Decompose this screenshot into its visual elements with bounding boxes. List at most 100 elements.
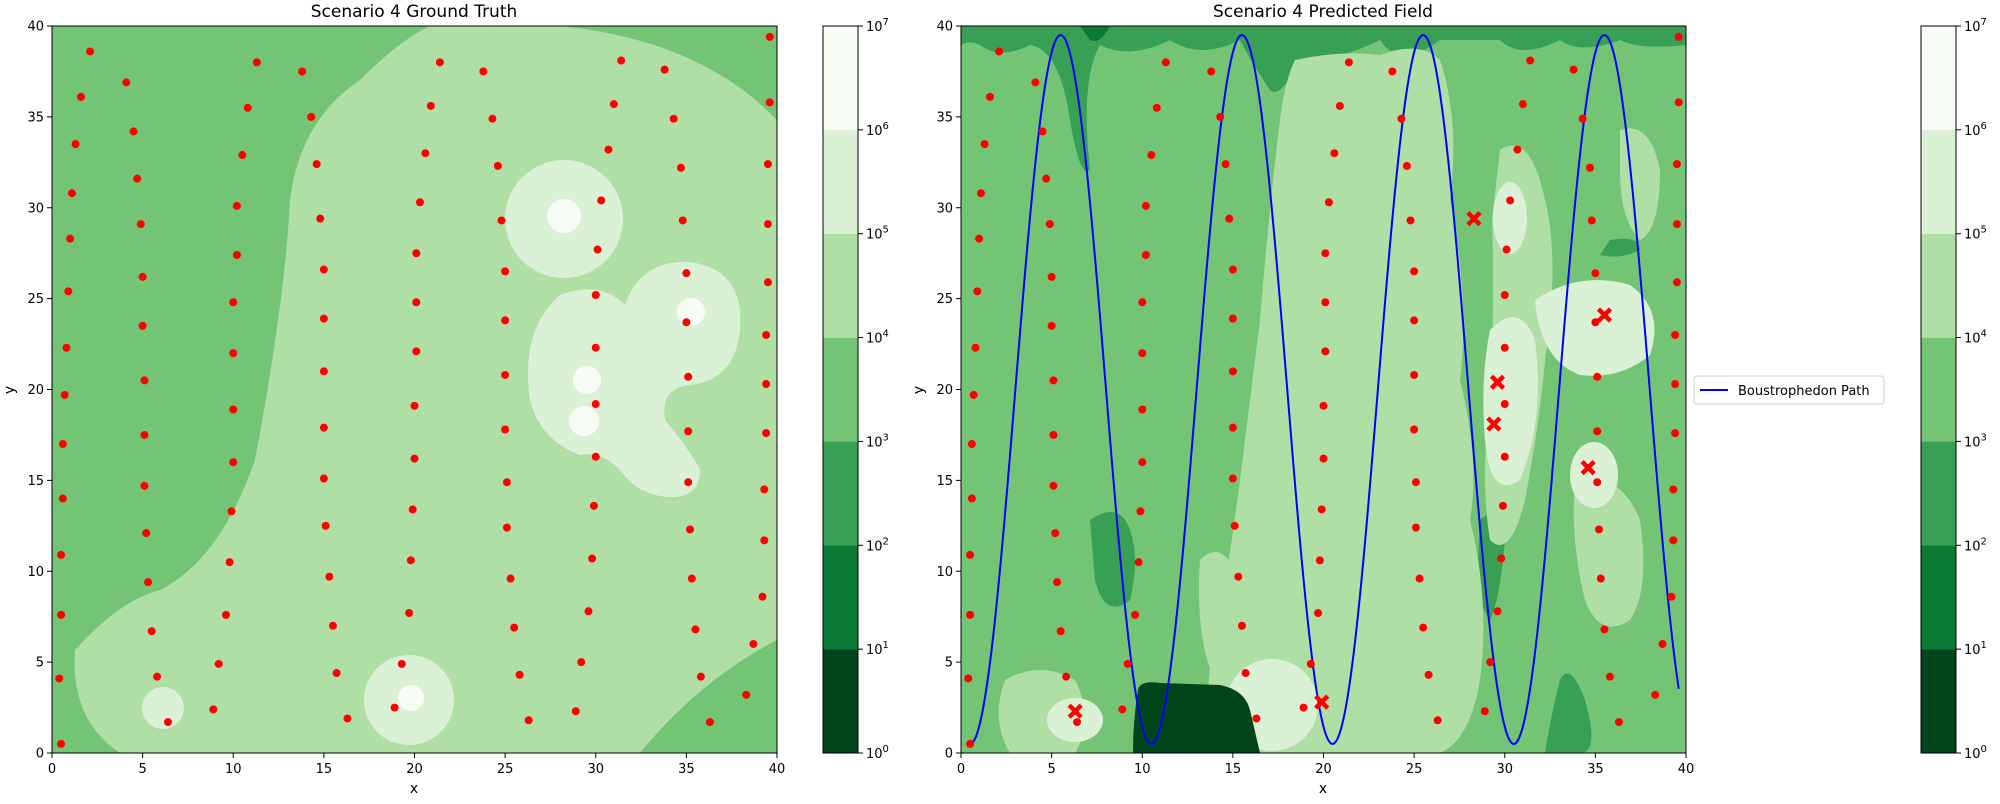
path-sample-point	[1138, 349, 1147, 358]
colorbar-tick-label: 104	[866, 329, 889, 347]
x-tick-label: 20	[406, 762, 423, 777]
x-tick-label: 5	[138, 762, 146, 777]
path-sample-point	[1667, 592, 1676, 601]
legend-label: Boustrophedon Path	[1738, 384, 1870, 399]
ground-truth-colorbar: 100 101 102 103 104 105 106 107	[822, 17, 889, 762]
sample-point	[319, 265, 328, 274]
sample-point	[412, 347, 421, 356]
path-sample-point	[964, 674, 973, 683]
sample-point	[64, 287, 73, 296]
ground-truth-x-ticks: 0 5 10 15 20 25 30 35 40	[48, 753, 785, 777]
x-tick-label: 20	[1315, 762, 1332, 777]
sample-point	[307, 112, 316, 121]
sample-point	[501, 370, 510, 379]
predicted-xlabel: x	[1319, 781, 1327, 797]
path-sample-point	[1593, 478, 1602, 487]
path-sample-point	[1493, 607, 1502, 616]
sample-point	[435, 58, 444, 67]
sample-point	[591, 343, 600, 352]
sample-point	[597, 196, 606, 205]
sample-point	[57, 739, 66, 748]
sample-point	[343, 714, 352, 723]
y-tick-label: 5	[945, 656, 953, 671]
sample-point	[321, 521, 330, 530]
predicted-samples	[964, 32, 1683, 748]
sample-point	[591, 452, 600, 461]
colorbar-tick-label: 103	[866, 432, 889, 450]
path-sample-point	[1406, 216, 1415, 225]
sample-point	[328, 621, 337, 630]
path-sample-point	[1031, 78, 1040, 87]
y-tick-label: 25	[936, 292, 953, 307]
path-sample-point	[1047, 272, 1056, 281]
path-sample-point	[1225, 214, 1234, 223]
path-sample-point	[1237, 621, 1246, 630]
sample-point	[227, 507, 236, 516]
sample-point	[515, 670, 524, 679]
colorbar-band	[823, 441, 858, 546]
colorbar-tick-label: 100	[1964, 744, 1987, 762]
sample-point	[142, 529, 151, 538]
y-tick-label: 0	[945, 747, 953, 762]
sample-point	[229, 349, 238, 358]
colorbar-tick-label: 106	[866, 121, 889, 139]
path-sample-point	[1411, 523, 1420, 532]
colorbar-tick-label: 101	[1964, 640, 1987, 658]
sample-point	[591, 400, 600, 409]
path-sample-point	[969, 390, 978, 399]
path-sample-point	[1591, 269, 1600, 278]
legend: Boustrophedon Path	[1693, 375, 1885, 405]
path-sample-point	[1578, 114, 1587, 123]
path-sample-point	[1207, 67, 1216, 76]
path-sample-point	[1513, 145, 1522, 154]
path-sample-point	[1319, 454, 1328, 463]
path-sample-point	[1526, 56, 1535, 65]
path-sample-point	[1410, 425, 1419, 434]
sample-point	[153, 672, 162, 681]
path-sample-point	[1141, 251, 1150, 260]
sample-point	[742, 690, 751, 699]
sample-point	[705, 718, 714, 727]
x-tick-label: 35	[1587, 762, 1604, 777]
path-sample-point	[1049, 376, 1058, 385]
sample-point	[571, 707, 580, 716]
predicted-source-x-marker	[1486, 416, 1502, 432]
sample-point	[214, 659, 223, 668]
y-tick-label: 20	[936, 383, 953, 398]
sample-point	[164, 718, 172, 727]
path-sample-point	[980, 140, 989, 149]
path-sample-point	[1136, 507, 1145, 516]
sample-point	[58, 494, 67, 503]
path-sample-point	[1415, 574, 1424, 583]
contour-band-1e3-corner	[640, 640, 777, 753]
path-sample-point	[1051, 529, 1060, 538]
path-sample-point	[1306, 659, 1315, 668]
sample-point	[397, 659, 406, 668]
path-sample-point	[1314, 609, 1323, 618]
path-sample-point	[1500, 343, 1509, 352]
path-sample-point	[1672, 220, 1681, 229]
sample-point	[67, 189, 76, 198]
colorbar-band	[1921, 441, 1956, 546]
path-sample-point	[1500, 400, 1509, 409]
sample-point	[502, 478, 511, 487]
sample-point	[687, 574, 696, 583]
colorbar-band	[1921, 545, 1956, 650]
sample-point	[410, 401, 419, 410]
sample-point	[524, 716, 533, 725]
x-tick-label: 25	[1406, 762, 1423, 777]
path-sample-point	[1672, 278, 1681, 287]
path-sample-point	[1498, 501, 1507, 510]
path-sample-point	[1410, 370, 1419, 379]
sample-point	[762, 380, 771, 389]
sample-point	[588, 554, 597, 563]
path-sample-point	[1600, 625, 1609, 634]
path-sample-point	[971, 343, 980, 352]
colorbar-band	[823, 26, 858, 131]
path-sample-point	[1134, 558, 1143, 567]
sample-point	[415, 198, 424, 207]
sample-point	[209, 705, 218, 714]
sample-point	[71, 140, 80, 149]
colorbar-tick-label: 105	[866, 225, 889, 243]
sample-point	[584, 607, 593, 616]
